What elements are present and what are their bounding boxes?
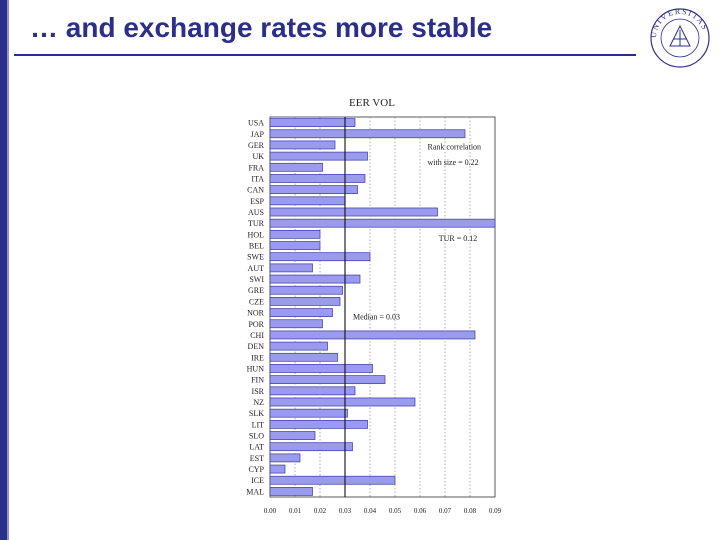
category-label: ICE (251, 476, 264, 485)
bar-group (269, 117, 496, 497)
bar (269, 397, 416, 407)
bar (269, 419, 368, 429)
plot-frame (269, 116, 496, 498)
bar (269, 352, 338, 362)
x-tick-label: 0.04 (364, 507, 377, 515)
title-underline (14, 54, 636, 56)
bar (269, 341, 328, 351)
category-label: SLO (249, 432, 264, 441)
university-seal-icon: UNIVERSITAS (649, 7, 710, 68)
bar (269, 252, 371, 262)
bar (269, 330, 476, 340)
category-label: GRE (248, 286, 264, 295)
category-label: FIN (251, 376, 264, 385)
category-label: SWE (247, 253, 264, 262)
category-label: LIT (252, 420, 265, 429)
bar (269, 442, 353, 452)
category-label: JAP (251, 130, 265, 139)
x-tick-label: 0.00 (264, 507, 277, 515)
bar (269, 364, 373, 373)
bar (269, 319, 323, 329)
bar (269, 196, 346, 206)
bar (269, 297, 341, 306)
bar (269, 285, 343, 295)
tur-note: TUR = 0.12 (439, 234, 478, 243)
category-label: FRA (248, 163, 264, 172)
category-label: CHI (250, 331, 264, 340)
x-tick-label: 0.02 (314, 507, 327, 515)
bar (269, 408, 348, 418)
x-tick-label: 0.07 (439, 507, 452, 515)
bar (269, 129, 466, 139)
bar (269, 453, 301, 463)
bar (269, 464, 286, 474)
x-tick-label: 0.06 (414, 507, 427, 515)
bar (269, 263, 313, 273)
x-tick-labels: 0.00 0.01 0.02 0.03 0.04 0.05 0.06 0.07 0.08 0.09 (264, 507, 502, 515)
category-label: EST (250, 454, 264, 463)
slide-title: … and exchange rates more stable (30, 12, 493, 43)
bar (269, 174, 366, 183)
category-label: IRE (251, 353, 264, 362)
category-labels: USA JAP GER UK FRA ITA CAN ESP AUS TUR HOL BEL SWE AU… (246, 119, 264, 497)
category-label: SWI (249, 275, 264, 284)
bar (269, 162, 323, 172)
bar (269, 375, 386, 385)
category-label: DEN (248, 342, 265, 351)
x-tick-label: 0.08 (464, 507, 477, 515)
category-label: HUN (247, 364, 265, 373)
x-tick-label: 0.01 (289, 507, 302, 515)
category-label: ISR (252, 387, 265, 396)
category-label: AUS (248, 208, 264, 217)
category-label: NOR (247, 309, 265, 318)
bar (269, 475, 396, 485)
category-label: ITA (251, 174, 264, 183)
x-tick-label: 0.05 (389, 507, 402, 515)
category-label: CYP (248, 465, 264, 474)
category-label: LAT (249, 443, 264, 452)
x-tick-label: 0.03 (339, 507, 352, 515)
category-label: BEL (249, 242, 264, 251)
annotations: Rank correlation with size = 0.22 TUR = 0.… (353, 142, 481, 321)
bar (269, 308, 333, 317)
category-label: UK (252, 152, 264, 161)
category-label: SLK (249, 409, 264, 418)
bar (269, 140, 336, 150)
bar (269, 386, 356, 396)
svg-text:UNIVERSITAS: UNIVERSITAS (649, 7, 710, 39)
bar (269, 487, 313, 496)
grid-lines (294, 117, 471, 497)
left-accent-bar (0, 0, 9, 540)
bar (269, 218, 496, 228)
category-label: USA (248, 119, 264, 128)
bar (269, 241, 321, 250)
bar (269, 118, 356, 127)
category-label: CAN (247, 186, 264, 195)
category-label: MAL (246, 487, 264, 496)
x-tick-label: 0.09 (489, 507, 502, 515)
chart-container: EER VOL USA JAP GER UK FRA ITA CAN ESP AUS TUR HOL… (232, 90, 512, 518)
category-label: POR (248, 320, 264, 329)
bar (269, 274, 361, 284)
median-label: Median = 0.03 (353, 312, 400, 321)
bar (269, 229, 321, 239)
rank-correlation-value: with size = 0.22 (428, 158, 479, 167)
bar (269, 185, 358, 195)
rank-correlation-note: Rank correlation (428, 142, 482, 151)
category-label: TUR (248, 219, 265, 228)
category-label: AUT (248, 264, 265, 273)
chart-title: EER VOL (349, 97, 395, 109)
eer-volatility-chart: EER VOL USA JAP GER UK FRA ITA CAN ESP AUS TUR HOL… (246, 97, 502, 515)
seal-text: UNIVERSITAS (649, 7, 708, 39)
category-label: NZ (253, 398, 264, 407)
bar (269, 431, 316, 440)
category-label: CZE (249, 297, 264, 306)
category-label: HOL (248, 230, 265, 239)
bar (269, 151, 368, 161)
category-label: ESP (250, 197, 264, 206)
bar (269, 207, 438, 217)
category-label: GER (248, 141, 265, 150)
